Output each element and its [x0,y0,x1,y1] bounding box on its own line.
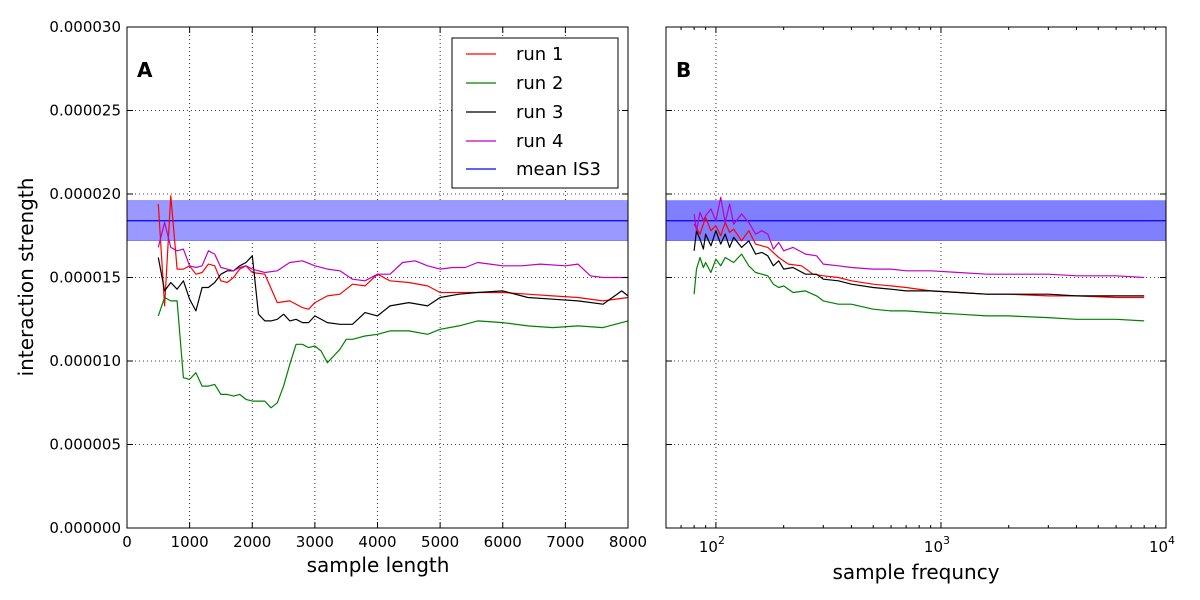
panel-a-ticks: 0.000000 0.000005 0.000010 0.000015 0.000020… [49,18,647,551]
legend-box [451,37,619,189]
panel-a-band-layer [127,200,628,242]
panel-b-series-run-2 [693,253,1145,322]
panel-a-xtick-label: 0 [122,533,132,551]
panel-a-ytick-label: 0.000025 [49,102,121,120]
panel-a-ytick-label: 0.000030 [49,18,121,36]
panel-b-series-run-3 [693,230,1145,297]
panel-a-xtick-label: 3000 [296,533,334,551]
panel-a-xtick-label: 6000 [484,533,522,551]
legend-entry-run-3: run 3 [466,102,563,123]
panel-b-label: B [676,58,691,82]
panel-b-band-layer [666,200,1166,242]
legend-entry-run-2: run 2 [466,73,563,94]
panel-b-xtick-label: 104 [1149,534,1175,556]
panel-a-series-layer [157,195,629,409]
panel-b-xtick-label: 102 [699,534,725,556]
panel-a-label: A [137,58,153,82]
panel-b-xtick-label: 103 [924,534,950,556]
legend-label-run-4: run 4 [516,131,563,152]
panel-a-ytick-label: 0.000005 [49,436,121,454]
panel-a-xtick-label: 5000 [421,533,459,551]
panel-a-xtick-label: 8000 [609,533,647,551]
panel-a-xlabel: sample length [307,553,450,577]
legend-entry-run-1: run 1 [466,44,563,65]
legend-label-mean-is3: mean IS3 [516,159,601,180]
panel-b: 102 103 104 B sample frequncy [665,26,1175,584]
panel-a-ylabel: interaction strength [14,178,38,377]
legend-label-run-2: run 2 [516,73,563,94]
panel-a-ytick-label: 0.000015 [49,269,121,287]
panel-a: 0.000000 0.000005 0.000010 0.000015 0.000020… [14,18,647,577]
panel-a-frame [126,26,629,529]
panel-b-xlabel: sample frequncy [832,560,999,584]
panel-b-series-run-4 [693,196,1145,279]
legend-label-run-1: run 1 [516,44,563,65]
legend-label-run-3: run 3 [516,102,563,123]
panel-b-frame [665,26,1167,529]
panel-a-ytick-label: 0.000010 [49,352,121,370]
panel-a-xtick-label: 2000 [233,533,271,551]
panel-a-series-run-2 [157,296,629,409]
panel-a-series-run-4 [157,221,628,282]
legend: run 1 run 2 run 3 run 4 mean IS3 [451,37,619,189]
panel-a-xtick-label: 7000 [546,533,584,551]
panel-b-series-layer [693,196,1145,322]
panel-a-xtick-label: 4000 [358,533,396,551]
panel-a-series-run-3 [157,255,629,325]
panel-a-xtick-label: 1000 [171,533,209,551]
panel-a-ytick-label: 0.000020 [49,185,121,203]
panel-a-ytick-label: 0.000000 [49,519,121,537]
legend-entry-mean-is3: mean IS3 [466,159,601,180]
legend-entry-run-4: run 4 [466,131,563,152]
